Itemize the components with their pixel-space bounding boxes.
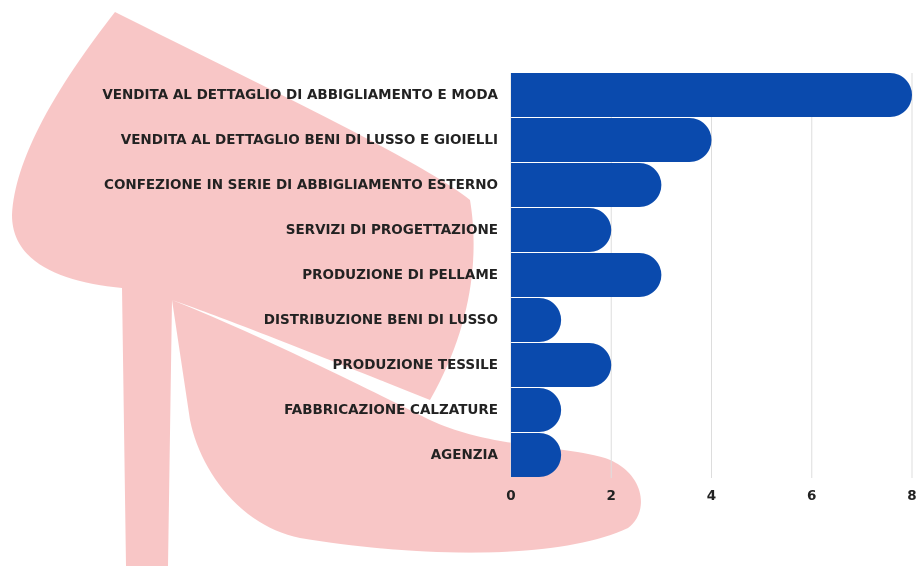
bar	[511, 298, 561, 342]
bar	[511, 118, 712, 162]
y-tick-label: PRODUZIONE DI PELLAME	[302, 267, 498, 283]
bar	[511, 388, 561, 432]
y-tick-label: CONFEZIONE IN SERIE DI ABBIGLIAMENTO EST…	[104, 177, 498, 193]
bar	[511, 73, 912, 117]
bar	[511, 253, 661, 297]
y-tick-label: PRODUZIONE TESSILE	[332, 357, 498, 373]
x-tick-label: 2	[607, 488, 616, 504]
y-tick-label: SERVIZI DI PROGETTAZIONE	[286, 222, 498, 238]
y-tick-label: FABBRICAZIONE CALZATURE	[284, 402, 498, 418]
x-tick-label: 4	[707, 488, 716, 504]
x-tick-label: 8	[907, 488, 916, 504]
bar	[511, 433, 561, 477]
bar	[511, 343, 611, 387]
bar	[511, 208, 611, 252]
bar	[511, 163, 661, 207]
y-tick-label: VENDITA AL DETTAGLIO BENI DI LUSSO E GIO…	[121, 132, 498, 148]
chart: 0 2 4 6 8 VENDITA AL DETTAGLIO DI ABBIGLIAMEN…	[0, 0, 917, 567]
x-tick-label: 0	[506, 488, 515, 504]
y-tick-label: AGENZIA	[431, 447, 499, 463]
x-tick-label: 6	[807, 488, 816, 504]
y-tick-label: VENDITA AL DETTAGLIO DI ABBIGLIAMENTO E …	[102, 87, 498, 103]
y-tick-label: DISTRIBUZIONE BENI DI LUSSO	[264, 312, 498, 328]
